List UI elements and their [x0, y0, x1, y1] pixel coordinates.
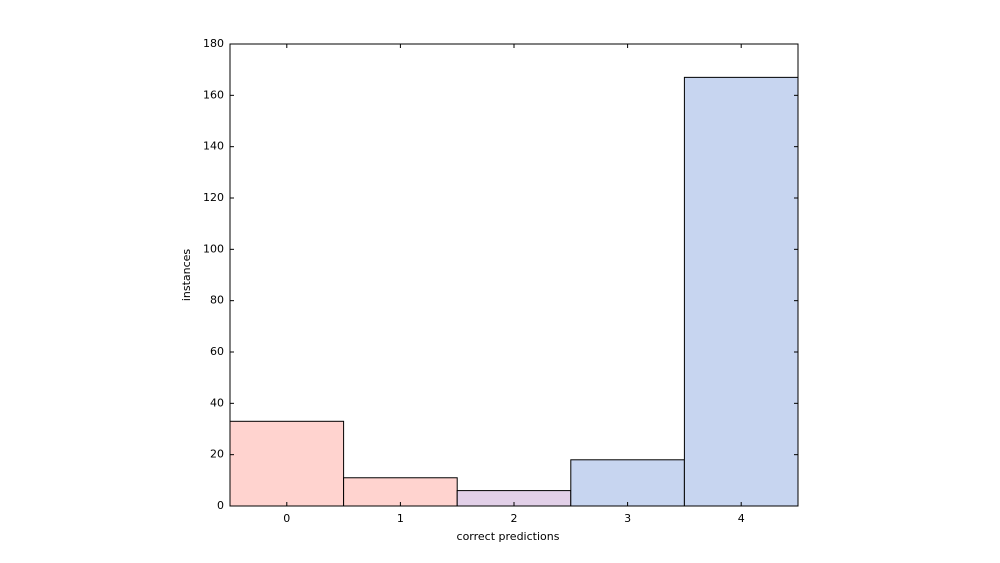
- y-tick-label: 40: [210, 396, 224, 409]
- bar: [683, 76, 799, 507]
- y-tick-label: 120: [203, 191, 224, 204]
- y-tick-label: 60: [210, 345, 224, 358]
- y-tick-label: 160: [203, 88, 224, 101]
- y-tick-label: 80: [210, 294, 224, 307]
- bar: [343, 477, 458, 507]
- y-tick-label: 180: [203, 37, 224, 50]
- plot-frame: [229, 43, 799, 507]
- x-tick-label: 0: [283, 512, 290, 525]
- y-tick-label: 140: [203, 140, 224, 153]
- bar: [570, 459, 685, 507]
- y-tick-label: 0: [217, 499, 224, 512]
- bar: [229, 420, 345, 507]
- y-tick-label: 20: [210, 448, 224, 461]
- x-tick-label: 4: [738, 512, 745, 525]
- y-tick-label: 100: [203, 242, 224, 255]
- x-axis-label: correct predictions: [457, 530, 560, 543]
- y-axis-label: instances: [180, 249, 193, 302]
- x-tick-label: 3: [624, 512, 631, 525]
- x-tick-label: 2: [511, 512, 518, 525]
- x-tick-label: 1: [397, 512, 404, 525]
